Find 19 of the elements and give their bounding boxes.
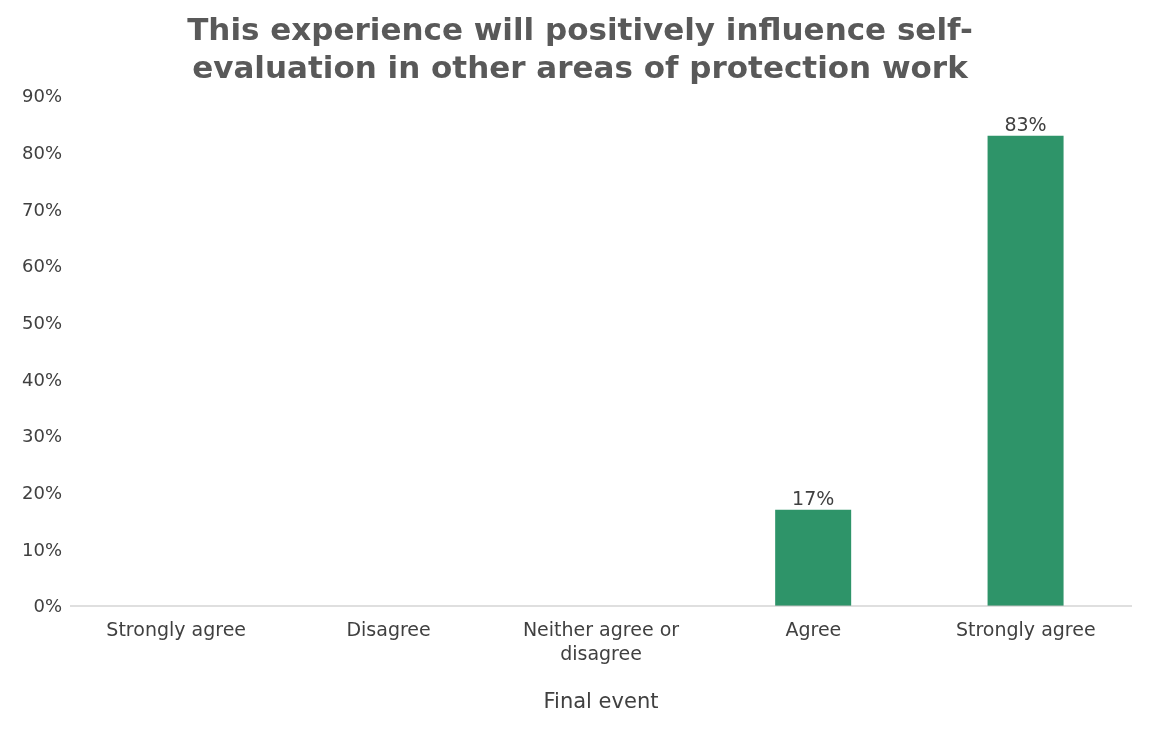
y-tick-label: 30% (21, 425, 62, 447)
data-label: 83% (1004, 112, 1047, 135)
y-tick-label: 60% (21, 255, 62, 277)
y-tick-label: 20% (21, 482, 62, 504)
x-tick-label: Disagree (346, 618, 431, 640)
chart-title: This experience will positively influence self-evaluation in other areas of protection work (186, 10, 974, 86)
y-tick-label: 80% (21, 142, 62, 164)
data-label: 17% (792, 486, 835, 509)
y-tick-label: 50% (21, 312, 62, 334)
x-tick-label: Strongly agree (955, 618, 1096, 640)
y-tick-label: 10% (21, 538, 62, 560)
y-tick-label: 70% (21, 198, 62, 220)
y-tick-label: 0% (33, 595, 62, 617)
y-tick-label: 40% (21, 368, 62, 390)
y-tick-label: 90% (21, 85, 62, 107)
x-axis-title: Final event (543, 689, 659, 713)
x-tick-label: Neither agree or disagree (522, 618, 680, 664)
x-tick-label: Agree (785, 618, 842, 640)
x-tick-label: Strongly agree (106, 618, 247, 640)
